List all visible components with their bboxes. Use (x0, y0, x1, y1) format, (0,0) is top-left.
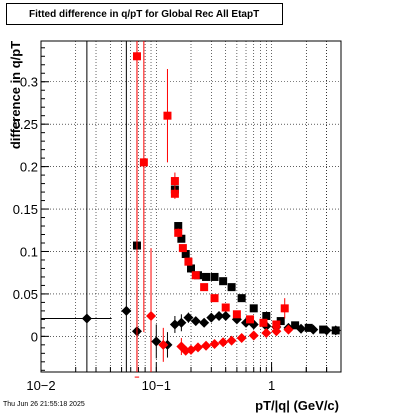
data-point (272, 320, 281, 329)
data-point (146, 310, 157, 321)
data-point (206, 312, 217, 323)
data-point (232, 310, 241, 319)
y-tick-label: 0.1 (20, 244, 38, 259)
data-point (174, 222, 183, 231)
y-tick-label: 0.25 (13, 117, 38, 132)
data-point (262, 311, 271, 320)
data-point (139, 158, 148, 167)
y-tick-label: 0 (31, 329, 38, 344)
data-point (227, 283, 236, 292)
data-point (220, 310, 231, 321)
data-point (291, 321, 300, 330)
gridlines (40, 41, 342, 372)
data-point (209, 338, 220, 349)
data-point (210, 272, 219, 281)
data-point (218, 337, 229, 348)
data-point (170, 177, 179, 186)
y-axis-label: difference in q/pT (8, 41, 23, 149)
data-point (158, 339, 169, 350)
data-point (219, 277, 228, 286)
x-tick-label: 10−2 (26, 378, 55, 393)
data-point (280, 304, 289, 313)
data-point (246, 315, 255, 324)
data-point (199, 317, 210, 328)
data-point (191, 271, 200, 280)
data-point (177, 234, 186, 243)
data-point (331, 326, 340, 335)
data-point (181, 250, 190, 259)
chart-title: Fitted difference in q/pT for Global Rec… (6, 3, 283, 25)
data-point (201, 340, 212, 351)
data-point (221, 303, 230, 312)
data-point (200, 283, 209, 292)
x-axis-label: pT/|q| (GeV/c) (255, 398, 339, 413)
data-point (304, 323, 313, 332)
data-point (190, 316, 201, 327)
y-tick-label: 0.05 (13, 287, 38, 302)
data-point (237, 294, 246, 303)
data-point (248, 330, 259, 341)
data-point (192, 342, 203, 353)
data-point (249, 304, 258, 313)
series-group (134, 41, 294, 378)
data-point (151, 336, 162, 347)
data-point (226, 335, 237, 346)
data-point (81, 313, 92, 324)
x-tick-label: 10−1 (142, 378, 171, 393)
data-point (170, 189, 179, 198)
data-point (163, 111, 172, 120)
data-point (276, 317, 285, 326)
data-point (174, 228, 183, 237)
data-point (184, 257, 193, 266)
data-point (202, 272, 211, 281)
x-tick-label: 1 (268, 378, 275, 393)
data-point (319, 325, 328, 334)
data-point (261, 327, 272, 338)
data-point (176, 317, 187, 328)
data-point (183, 312, 194, 323)
data-point (259, 318, 268, 327)
timestamp-footer: Thu Jun 26 21:55:18 2025 (3, 401, 85, 408)
data-series (41, 41, 341, 378)
y-tick-label: 0.3 (20, 75, 38, 90)
axes: 0 0.05 0.1 0.15 0.2 0.25 0.3 10−2 10−1 1 (13, 40, 342, 393)
data-point (214, 310, 225, 321)
data-point (187, 264, 195, 273)
data-point (283, 324, 294, 335)
data-point (210, 294, 219, 303)
y-tick-label: 0.2 (20, 160, 38, 175)
data-point (121, 305, 132, 316)
y-tick-label: 0.15 (13, 202, 38, 217)
data-point (236, 333, 247, 344)
data-point (271, 326, 282, 337)
data-point (178, 244, 187, 253)
